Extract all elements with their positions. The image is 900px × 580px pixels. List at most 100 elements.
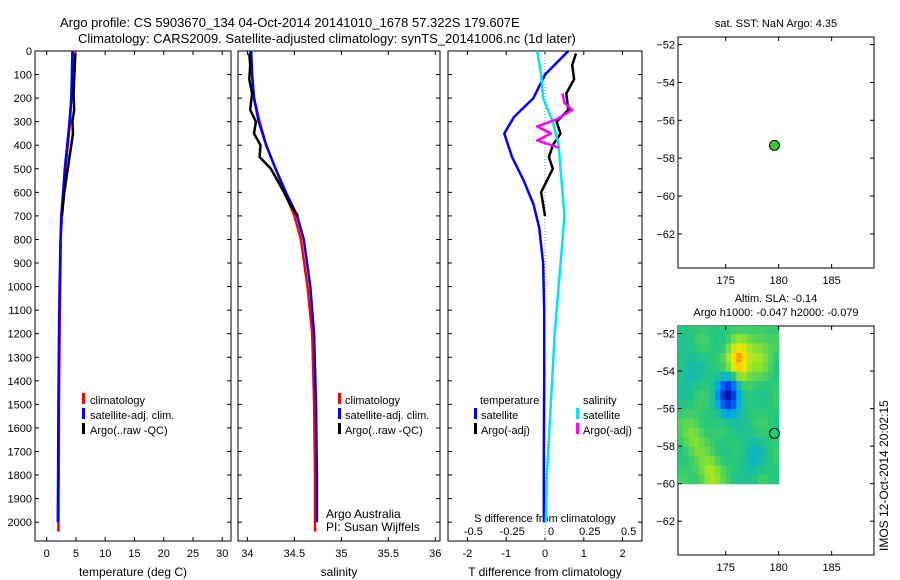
heatmap-cell: [709, 399, 716, 410]
top-tick-label: -0.25: [500, 526, 525, 538]
y-tick-label: −62: [656, 516, 675, 528]
heatmap-cell: [683, 474, 690, 485]
top-tick-label: -0.5: [464, 526, 483, 538]
heatmap-cell: [699, 418, 706, 428]
heatmap-cell: [725, 342, 732, 353]
heatmap-cell: [699, 436, 706, 447]
heatmap-cell: [731, 474, 737, 485]
heatmap-cell: [683, 380, 690, 391]
heatmap-cell: [741, 342, 748, 353]
heatmap-cell: [709, 333, 716, 344]
heatmap-cell: [752, 361, 759, 372]
legend-swatch: [82, 423, 85, 434]
heatmap-cell: [741, 446, 748, 457]
heatmap-cell: [752, 352, 759, 363]
top-tick-label: 0.5: [621, 526, 636, 538]
heatmap-cell: [757, 361, 764, 372]
heatmap-cell: [699, 380, 706, 391]
y-tick-label: −54: [656, 366, 675, 378]
heatmap-cell: [688, 389, 695, 400]
heatmap-cell: [725, 326, 732, 335]
heatmap-cell: [715, 389, 721, 400]
heatmap-cell: [746, 446, 753, 457]
sla-heatmap: [678, 326, 780, 485]
x-tick-label: 36: [429, 548, 441, 560]
heatmap-cell: [762, 380, 769, 391]
heatmap-cell: [709, 455, 716, 466]
heatmap-cell: [762, 333, 769, 344]
legend-header: salinity: [583, 395, 617, 407]
x-tick-label: 0: [44, 548, 50, 560]
heatmap-cell: [720, 333, 727, 344]
heatmap-cell: [768, 474, 774, 485]
heatmap-cell: [741, 464, 748, 475]
heatmap-cell: [693, 389, 700, 400]
heatmap-cell: [762, 464, 769, 475]
heatmap-cell: [725, 455, 732, 466]
heatmap-cell: [773, 361, 780, 372]
heatmap-cell: [773, 380, 780, 391]
heatmap-cell: [736, 371, 743, 381]
heatmap-cell: [762, 474, 769, 485]
heatmap-cell: [773, 427, 780, 438]
y-tick-label: 700: [14, 211, 32, 223]
heatmap-cell: [693, 427, 700, 438]
heatmap-cell: [746, 455, 753, 466]
heatmap-cell: [773, 342, 780, 353]
x-tick-label: 5: [73, 548, 79, 560]
y-tick-label: 1600: [8, 423, 32, 435]
heatmap-cell: [752, 455, 759, 466]
heatmap-cell: [704, 389, 711, 400]
legend-entry: Argo(-adj): [481, 425, 530, 437]
y-tick-label: 100: [14, 70, 32, 82]
map-title: sat. SST: NaN Argo: 4.35: [715, 18, 837, 30]
heatmap-cell: [720, 380, 727, 391]
heatmap-cell: [757, 464, 764, 475]
heatmap-cell: [731, 399, 737, 410]
y-tick-label: 1900: [8, 494, 32, 506]
x-axis-label: temperature (deg C): [79, 565, 187, 579]
heatmap-cell: [678, 333, 684, 344]
heatmap-cell: [773, 326, 780, 335]
map-title-line1: Altim. SLA: -0.14: [735, 293, 818, 305]
legend-swatch: [82, 393, 85, 404]
difference-profile-panel: -2 -1 0 1 2 T difference from climatology -0.5…: [447, 50, 643, 579]
heatmap-cell: [731, 408, 737, 419]
heatmap-cell: [746, 418, 753, 428]
figure-title-line1: Argo profile: CS 5903670_134 04-Oct-2014…: [60, 15, 520, 30]
legend-swatch: [338, 408, 341, 419]
heatmap-cell: [725, 399, 732, 410]
legend-entry: satellite: [481, 410, 518, 422]
y-tick-label: 1500: [8, 399, 32, 411]
heatmap-cell: [683, 418, 690, 428]
heatmap-cell: [741, 361, 748, 372]
y-tick-label: −60: [656, 479, 675, 491]
x-tick-label: -1: [501, 548, 511, 560]
heatmap-cell: [725, 474, 732, 485]
y-tick-label: 1300: [8, 352, 32, 364]
x-axis-label: T difference from climatology: [468, 565, 622, 579]
heatmap-cell: [773, 389, 780, 400]
y-tick-label: 1100: [8, 305, 32, 317]
y-tick-label: 1700: [8, 446, 32, 458]
heatmap-cell: [768, 389, 774, 400]
heatmap-cell: [731, 326, 737, 335]
heatmap-cell: [746, 380, 753, 391]
heatmap-cell: [762, 446, 769, 457]
heatmap-cell: [688, 342, 695, 353]
heatmap-cell: [757, 427, 764, 438]
heatmap-cell: [678, 371, 684, 381]
heatmap-cell: [683, 361, 690, 372]
heatmap-cell: [773, 399, 780, 410]
legend-entry: satellite: [583, 410, 620, 422]
heatmap-cell: [741, 389, 748, 400]
y-tick-label: 600: [14, 187, 32, 199]
heatmap-cell: [736, 342, 743, 353]
heatmap-cell: [699, 408, 706, 419]
y-tick-label: −54: [656, 77, 675, 89]
map-title-line2: Argo h1000: -0.047 h2000: -0.079: [693, 307, 858, 319]
y-tick-label: 900: [14, 258, 32, 270]
series-line-satellite-adj-clim-: [249, 50, 319, 523]
heatmap-cell: [757, 342, 764, 353]
heatmap-cell: [725, 427, 732, 438]
